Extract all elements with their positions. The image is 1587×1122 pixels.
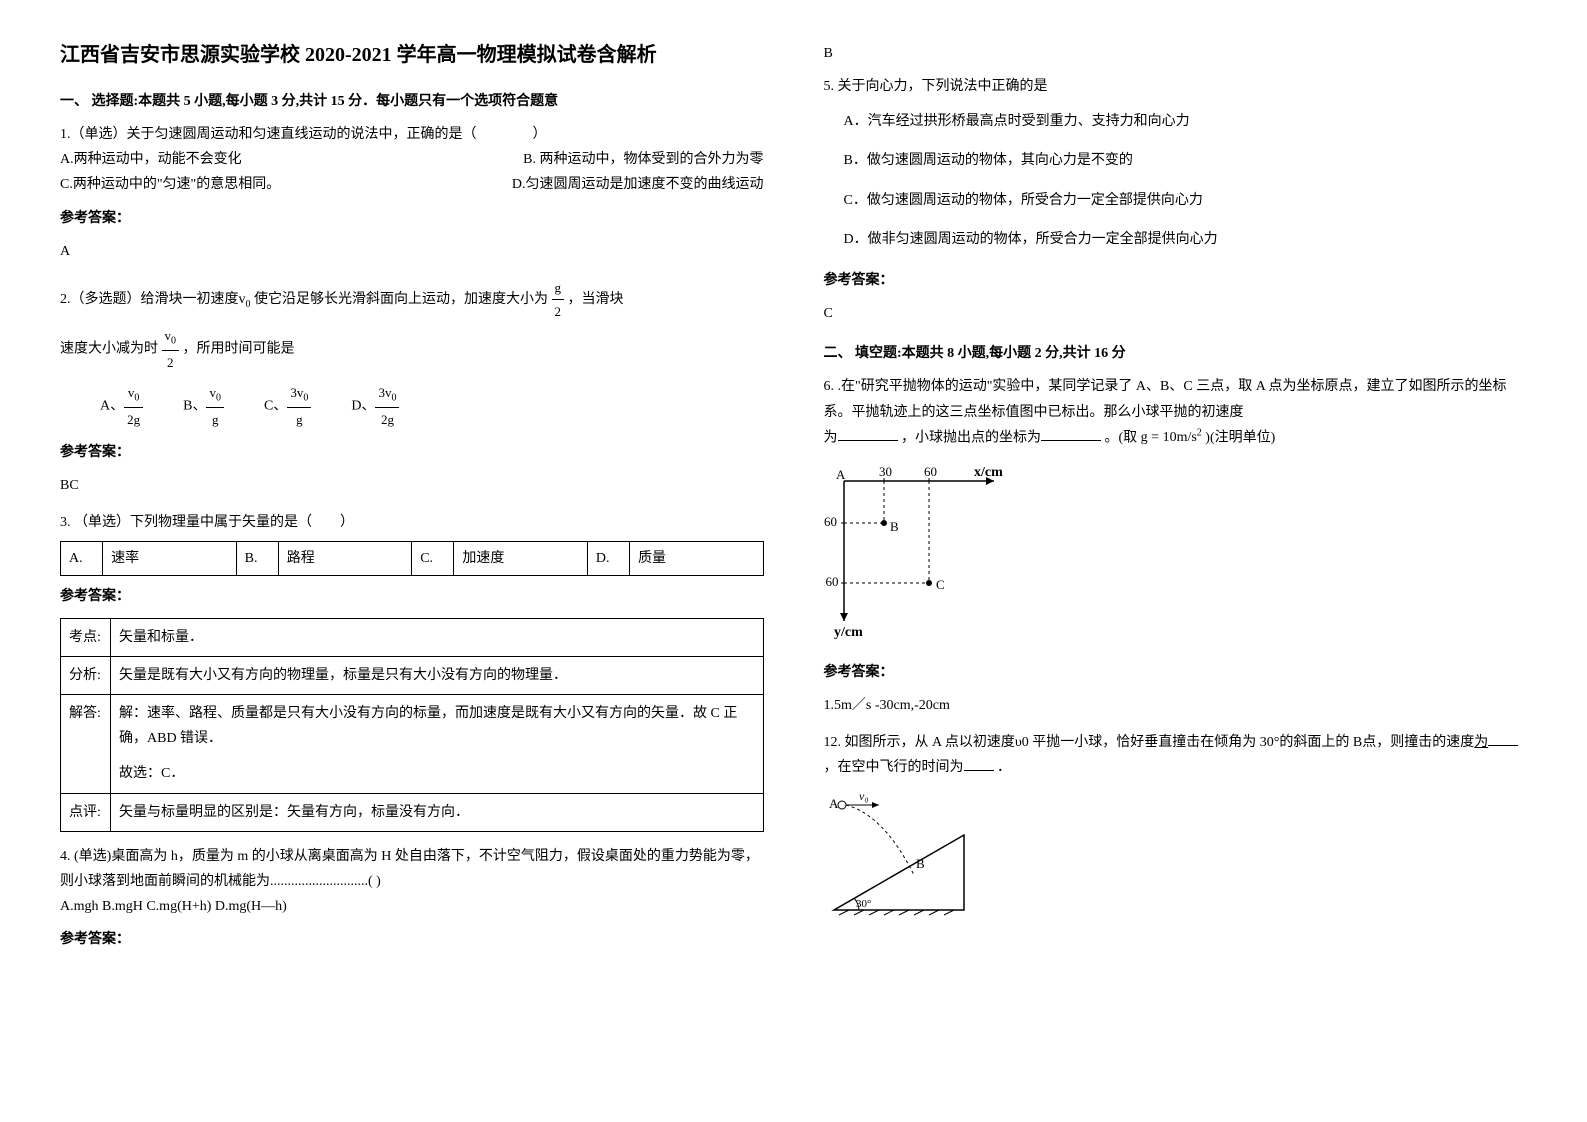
question-2: 2.（多选题）给滑块一初速度v0 使它沿足够长光滑斜面向上运动，加速度大小为 g… [60, 276, 764, 498]
q3-answer-label: 参考答案： [60, 584, 764, 609]
q4-options: A.mgh B.mgH C.mg(H+h) D.mg(H—h) [60, 894, 764, 919]
projectile-coord-svg: A 30 60 x/cm 60 160 B C y/cm [824, 461, 1024, 641]
q5-optC: C．做匀速圆周运动的物体，所受合力一定全部提供向心力 [824, 188, 1528, 213]
v0-symbol: v0 [239, 292, 251, 307]
question-4: 4. (单选)桌面高为 h，质量为 m 的小球从离桌面高为 H 处自由落下，不计… [60, 844, 764, 953]
question-3: 3. （单选）下列物理量中属于矢量的是（ ） A.速率 B.路程 C.加速度 D… [60, 510, 764, 832]
section1-header: 一、 选择题:本题共 5 小题,每小题 3 分,共计 15 分．每小题只有一个选… [60, 90, 764, 110]
svg-text:60: 60 [924, 464, 937, 479]
q1-stem: 1.（单选）关于匀速圆周运动和匀速直线运动的说法中，正确的是（ ） [60, 122, 764, 147]
svg-text:30°: 30° [856, 898, 871, 910]
q2-optD: D、3v02g [351, 381, 399, 432]
q1-optB: B. 两种运动中，物体受到的合外力为零 [523, 147, 763, 172]
q5-stem: 5. 关于向心力，下列说法中正确的是 [824, 74, 1528, 99]
q2-stem: 2.（多选题）给滑块一初速度v0 使它沿足够长光滑斜面向上运动，加速度大小为 g… [60, 276, 764, 324]
q4-answer: B [824, 46, 1528, 62]
q2-answer-label: 参考答案： [60, 440, 764, 465]
q5-answer-label: 参考答案： [824, 268, 1528, 293]
left-column: 江西省吉安市思源实验学校 2020-2021 学年高一物理模拟试卷含解析 一、 … [60, 40, 764, 965]
q2-line2: 速度大小减为时 v02 ，所用时间可能是 [60, 324, 764, 375]
q6-answer-label: 参考答案： [824, 660, 1528, 685]
g-expression: g = 10m/s2 [1141, 430, 1202, 445]
q3-stem: 3. （单选）下列物理量中属于矢量的是（ ） [60, 510, 764, 535]
q2-options: A、v02g B、v0g C、3v0g D、3v02g [100, 381, 764, 432]
q3-explanation-table: 考点:矢量和标量． 分析:矢量是既有大小又有方向的物理量，标量是只有大小没有方向… [60, 618, 764, 832]
q2-optA: A、v02g [100, 381, 143, 432]
svg-text:x/cm: x/cm [974, 465, 1003, 480]
svg-text:B: B [916, 856, 925, 871]
section2-header: 二、 填空题:本题共 8 小题,每小题 2 分,共计 16 分 [824, 342, 1528, 362]
q1-optD: D.匀速圆周运动是加速度不变的曲线运动 [512, 172, 764, 197]
q6-diagram: A 30 60 x/cm 60 160 B C y/cm [824, 461, 1528, 650]
blank-2 [1041, 427, 1101, 441]
q5-optB: B．做匀速圆周运动的物体，其向心力是不变的 [824, 148, 1528, 173]
q6-stem1: 6. .在"研究平抛物体的运动"实验中，某同学记录了 A、B、C 三点，取 A … [824, 374, 1528, 424]
svg-text:y/cm: y/cm [834, 625, 863, 640]
q6-stem2: 为 ，小球抛出点的坐标为 。(取 g = 10m/s2 )(注明单位) [824, 425, 1528, 451]
frac-v0-over-2: v02 [162, 324, 180, 375]
svg-text:v₀: v₀ [859, 790, 869, 803]
q12-stem: 12. 如图所示，从 A 点以初速度υ0 平抛一小球，恰好垂直撞击在倾角为 30… [824, 730, 1528, 780]
right-column: B 5. 关于向心力，下列说法中正确的是 A．汽车经过拱形桥最高点时受到重力、支… [824, 40, 1528, 965]
blank-4 [964, 757, 994, 771]
question-1: 1.（单选）关于匀速圆周运动和匀速直线运动的说法中，正确的是（ ） A.两种运动… [60, 122, 764, 264]
svg-text:A: A [829, 796, 839, 811]
q2-optB: B、v0g [183, 381, 224, 432]
svg-text:60: 60 [824, 514, 837, 529]
frac-g-over-2: g2 [552, 276, 565, 324]
blank-1 [838, 427, 898, 441]
svg-text:160: 160 [824, 574, 839, 589]
q5-optA: A．汽车经过拱形桥最高点时受到重力、支持力和向心力 [824, 109, 1528, 134]
q5-answer: C [824, 301, 1528, 326]
svg-text:C: C [936, 577, 945, 592]
question-5: 5. 关于向心力，下列说法中正确的是 A．汽车经过拱形桥最高点时受到重力、支持力… [824, 74, 1528, 326]
q1-answer-label: 参考答案： [60, 206, 764, 231]
q12-diagram: A v₀ B 30° [824, 790, 1528, 939]
incline-svg: A v₀ B 30° [824, 790, 984, 930]
q1-optC: C.两种运动中的"匀速"的意思相同。 [60, 172, 280, 197]
exam-title: 江西省吉安市思源实验学校 2020-2021 学年高一物理模拟试卷含解析 [60, 40, 764, 70]
question-12: 12. 如图所示，从 A 点以初速度υ0 平抛一小球，恰好垂直撞击在倾角为 30… [824, 730, 1528, 940]
q2-answer: BC [60, 473, 764, 498]
q2-optC: C、3v0g [264, 381, 311, 432]
svg-text:A: A [836, 467, 846, 482]
q3-options-table: A.速率 B.路程 C.加速度 D.质量 [60, 541, 764, 576]
question-6: 6. .在"研究平抛物体的运动"实验中，某同学记录了 A、B、C 三点，取 A … [824, 374, 1528, 718]
q1-optA: A.两种运动中，动能不会变化 [60, 147, 242, 172]
q4-stem: 4. (单选)桌面高为 h，质量为 m 的小球从离桌面高为 H 处自由落下，不计… [60, 844, 764, 894]
q1-answer: A [60, 239, 764, 264]
q4-answer-label: 参考答案： [60, 927, 764, 952]
blank-3 [1488, 732, 1518, 746]
q6-answer: 1.5m／s -30cm,-20cm [824, 693, 1528, 718]
svg-text:B: B [890, 519, 899, 534]
q5-optD: D．做非匀速圆周运动的物体，所受合力一定全部提供向心力 [824, 227, 1528, 252]
svg-text:30: 30 [879, 464, 892, 479]
